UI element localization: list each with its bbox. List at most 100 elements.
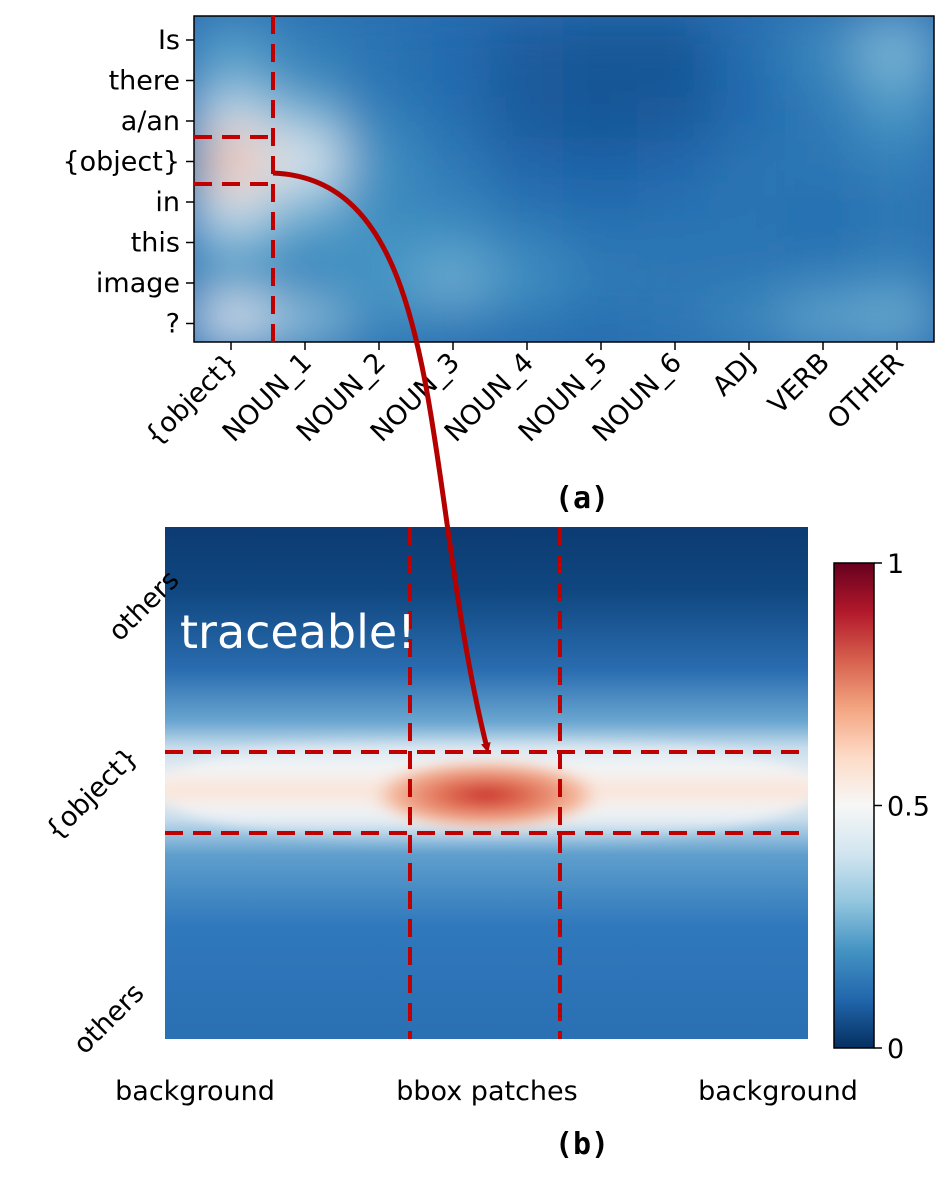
heatmap-cell <box>711 261 787 305</box>
heatmap-cell <box>267 99 343 143</box>
y-tick-label: ? <box>166 309 180 340</box>
y-tick-label: {object} <box>62 147 180 178</box>
heatmap-cell <box>341 140 417 183</box>
heatmap-cell <box>415 180 491 224</box>
y-tick-label: Is <box>158 25 180 56</box>
trace-arrow <box>272 170 491 753</box>
heatmap-cell <box>711 18 787 62</box>
heatmap-cell <box>194 140 269 183</box>
heatmap-cell <box>267 221 343 264</box>
panel-a-frame <box>193 15 935 343</box>
heatmap-cell <box>563 140 639 183</box>
panel-b-x-label-bbox: bbox patches <box>396 1076 577 1107</box>
heatmap-cell <box>489 140 565 183</box>
heatmap-cell <box>637 99 713 143</box>
heatmap-cell <box>563 221 639 264</box>
y-tick-label: there <box>109 66 180 97</box>
heatmap-cell <box>785 99 861 143</box>
heatmap-cell <box>194 302 269 342</box>
heatmap-cell <box>489 302 565 342</box>
heatmap-cell <box>415 302 491 342</box>
heatmap-cell <box>785 302 861 342</box>
heatmap-cell <box>489 59 565 102</box>
panel-a-label: (a) <box>555 481 609 516</box>
colorbar-tick-label: 0 <box>887 1034 904 1065</box>
panel-b-y-label-object: {object} <box>39 741 144 846</box>
heatmap-cell <box>415 261 491 305</box>
heatmap-cell <box>194 261 269 305</box>
heatmap-cell <box>859 221 934 264</box>
heatmap-cell <box>563 180 639 224</box>
panel-b-x-label-background-right: background <box>698 1076 858 1107</box>
x-tick-label: ADJ <box>707 347 762 402</box>
heatmap-cell <box>711 221 787 264</box>
heatmap-cell <box>415 59 491 102</box>
y-tick-label: in <box>155 187 180 218</box>
heatmap-cell <box>785 221 861 264</box>
heatmap-cell <box>785 18 861 62</box>
heatmap-cell <box>563 18 639 62</box>
heatmap-cell <box>563 261 639 305</box>
heatmap-cell <box>711 302 787 342</box>
panel-b-x-label-background-left: background <box>115 1076 275 1107</box>
heatmap-cell <box>563 59 639 102</box>
heatmap-cell <box>489 261 565 305</box>
heatmap-cell <box>341 59 417 102</box>
heatmap-cell <box>194 221 269 264</box>
panel-a: Is there a/an {object} in this image? {object}… <box>62 15 935 516</box>
heatmap-cell <box>637 18 713 62</box>
colorbar-ticks: 00.51 <box>874 549 930 1065</box>
panel-a-x-axis: {object}NOUN_1NOUN_2NOUN_3NOUN_4NOUN_5NO… <box>139 342 910 452</box>
heatmap-cell <box>341 180 417 224</box>
y-tick-label: a/an <box>121 106 180 137</box>
colorbar-tick-label: 0.5 <box>887 792 930 823</box>
heatmap-cell <box>785 180 861 224</box>
heatmap-cell <box>711 59 787 102</box>
panel-a-heatmap <box>194 18 934 342</box>
heatmap-cell <box>194 18 269 62</box>
heatmap-cell <box>859 302 934 342</box>
heatmap-cell <box>637 140 713 183</box>
panel-b-y-label-others-bottom: others <box>68 978 151 1061</box>
heatmap-cell <box>711 140 787 183</box>
heatmap-cell <box>267 18 343 62</box>
heatmap-cell <box>563 302 639 342</box>
heatmap-cell <box>859 18 934 62</box>
heatmap-cell <box>859 261 934 305</box>
heatmap-cell <box>341 99 417 143</box>
panel-b: traceable! others {object} others backgr… <box>39 527 930 1162</box>
heatmap-cell <box>341 302 417 342</box>
panel-b-annotation: traceable! <box>180 605 416 659</box>
heatmap-cell <box>267 261 343 305</box>
heatmap-cell <box>859 59 934 102</box>
heatmap-cell <box>859 180 934 224</box>
colorbar <box>833 562 875 1049</box>
heatmap-cell <box>785 261 861 305</box>
heatmap-cell <box>415 99 491 143</box>
heatmap-cell <box>637 180 713 224</box>
heatmap-cell <box>785 59 861 102</box>
heatmap-cell <box>637 59 713 102</box>
panel-b-peak <box>361 757 611 833</box>
heatmap-cell <box>267 59 343 102</box>
heatmap-cell <box>194 59 269 102</box>
heatmap-cell <box>489 221 565 264</box>
colorbar-tick-label: 1 <box>887 549 904 580</box>
heatmap-cell <box>489 180 565 224</box>
heatmap-cell <box>415 140 491 183</box>
heatmap-cell <box>194 180 269 224</box>
heatmap-cell <box>637 261 713 305</box>
heatmap-cell <box>859 99 934 143</box>
x-tick-label: OTHER <box>822 347 910 435</box>
heatmap-cell <box>415 221 491 264</box>
heatmap-cell <box>415 18 491 62</box>
heatmap-cell <box>637 221 713 264</box>
heatmap-cell <box>711 99 787 143</box>
heatmap-cell <box>859 140 934 183</box>
heatmap-cell <box>267 302 343 342</box>
panel-a-y-axis: Is there a/an {object} in this image? <box>62 25 194 340</box>
heatmap-cell <box>489 18 565 62</box>
y-tick-label: image <box>96 268 180 299</box>
heatmap-cell <box>341 18 417 62</box>
